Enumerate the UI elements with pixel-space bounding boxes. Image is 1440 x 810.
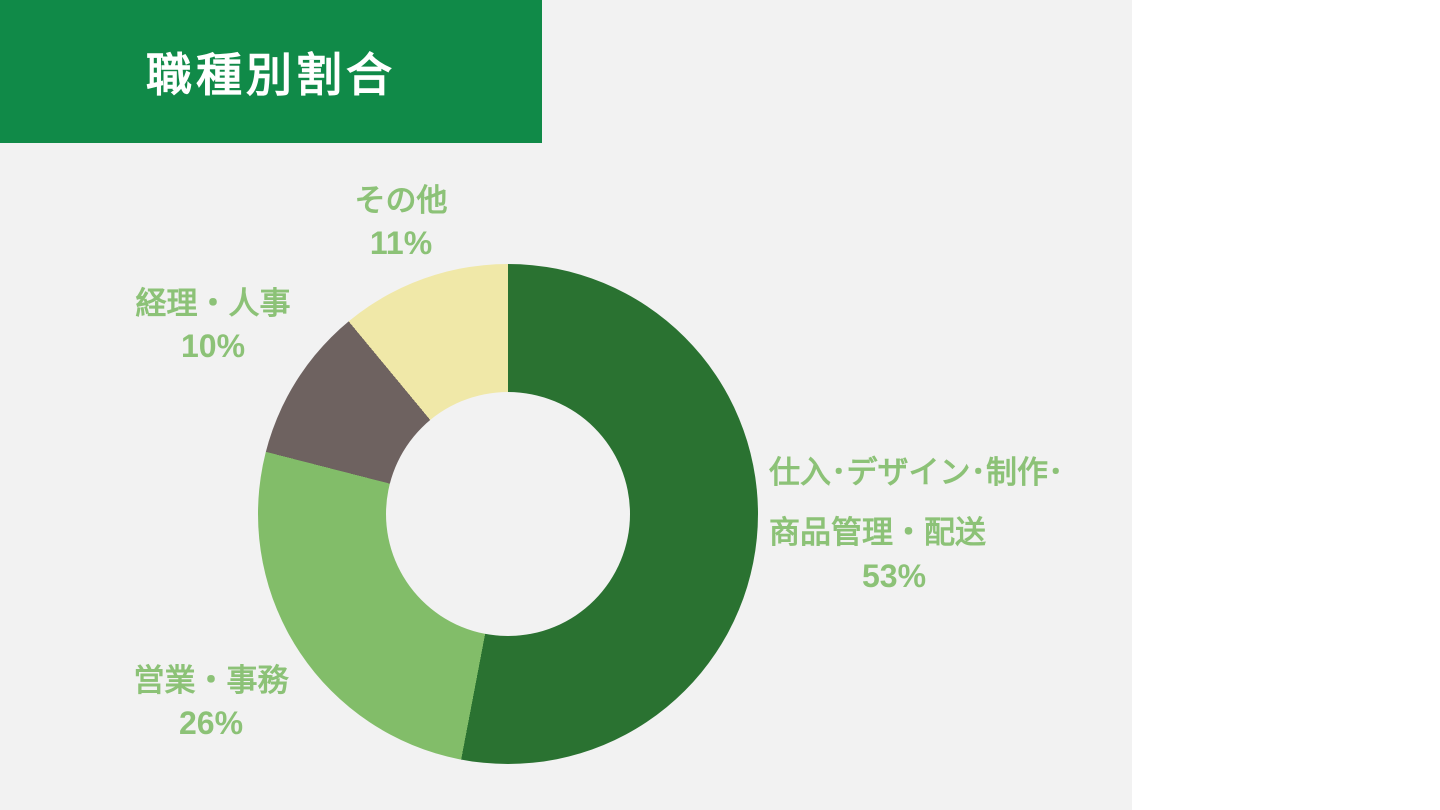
segment-label-shiire-design: 仕入･デザイン･制作･ 商品管理・配送 53% <box>769 452 1149 597</box>
segment-label-sonota: その他 11% <box>301 180 501 264</box>
chart-panel: 職種別割合 仕入･デザイン･制作･ 商品管理・配送 53% 営業・事務 26% … <box>0 0 1132 810</box>
segment-name: その他 <box>354 183 448 218</box>
segment-label-eigyo-jimu: 営業・事務 26% <box>91 660 331 744</box>
donut-hole <box>386 392 630 636</box>
segment-name: 商品管理・配送 <box>769 515 986 550</box>
segment-name: 仕入･デザイン･制作･ <box>769 455 1064 490</box>
segment-label-keiri-jinji: 経理・人事 10% <box>93 283 333 367</box>
donut-chart <box>258 264 758 764</box>
segment-name: 経理・人事 <box>135 286 291 321</box>
segment-pct: 11% <box>369 225 433 261</box>
chart-title-banner: 職種別割合 <box>0 0 542 143</box>
segment-pct: 26% <box>178 705 244 741</box>
segment-pct: 53% <box>861 558 927 594</box>
page-title: 職種別割合 <box>146 48 396 101</box>
segment-pct: 10% <box>180 328 246 364</box>
segment-name: 営業・事務 <box>133 663 289 698</box>
